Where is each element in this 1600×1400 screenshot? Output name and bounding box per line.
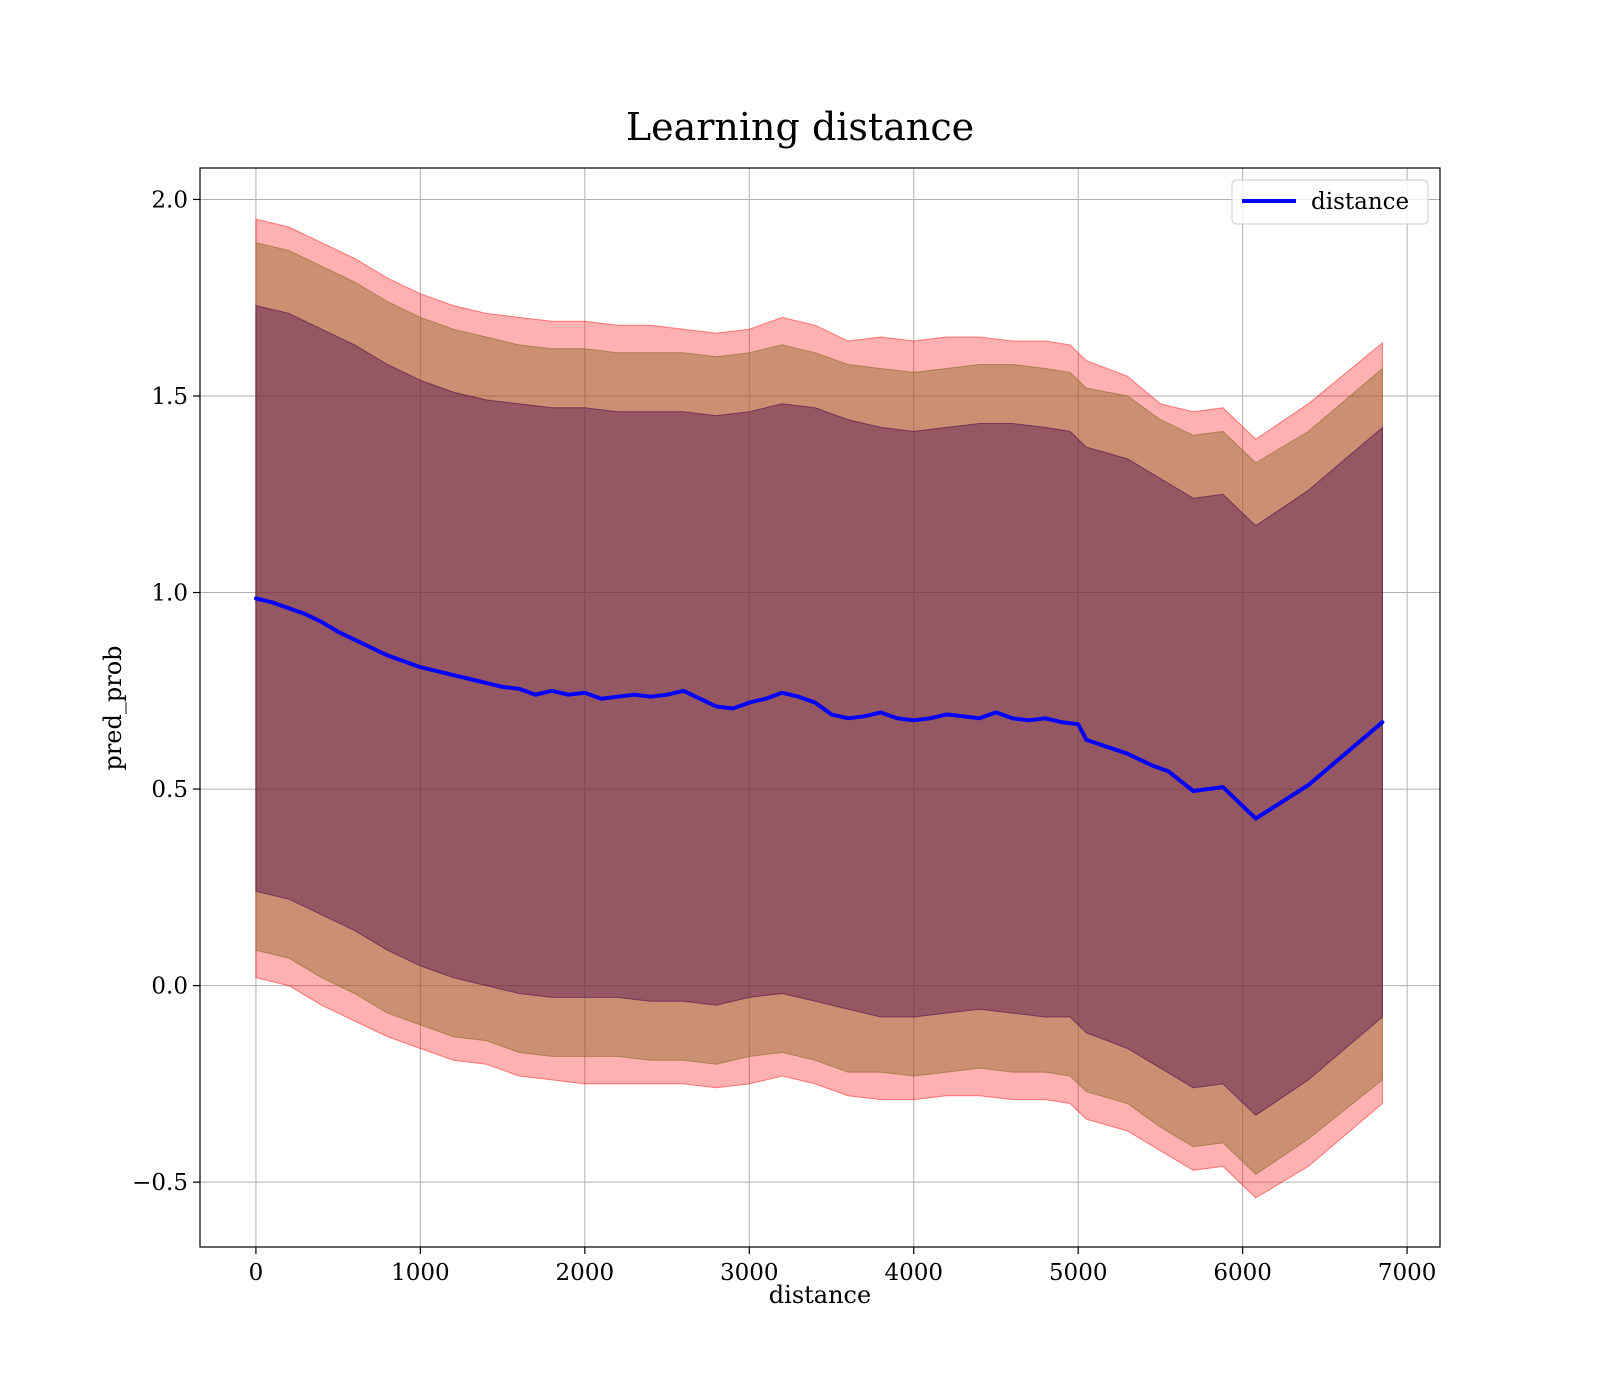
x-tick-label-7: 7000 — [1378, 1260, 1437, 1286]
y-tick-label-4: 1.5 — [151, 384, 188, 410]
x-axis-label: distance — [769, 1281, 871, 1309]
legend-label-distance: distance — [1311, 189, 1409, 215]
grid-lines — [200, 168, 1440, 1247]
x-axis-ticks: 0 1000 2000 3000 4000 5000 6000 7000 — [249, 1247, 1437, 1286]
x-tick-label-1: 1000 — [391, 1260, 450, 1286]
y-tick-label-3: 1.0 — [151, 581, 188, 607]
series-lines — [253, 596, 1385, 821]
confidence-bands — [255, 218, 1383, 1199]
band-2 — [255, 304, 1383, 1116]
y-axis-label: pred_prob — [99, 645, 127, 770]
series-line-0 — [253, 596, 1385, 821]
chart-title: Learning distance — [626, 105, 974, 149]
x-tick-label-5: 5000 — [1049, 1260, 1108, 1286]
x-tick-label-3: 3000 — [720, 1260, 779, 1286]
x-tick-label-2: 2000 — [556, 1260, 615, 1286]
plot-frame — [199, 167, 1441, 1248]
x-tick-label-6: 6000 — [1213, 1260, 1272, 1286]
y-tick-label-0: −0.5 — [132, 1170, 188, 1196]
y-tick-label-1: 0.0 — [151, 974, 188, 1000]
y-tick-label-5: 2.0 — [151, 187, 188, 213]
x-tick-label-4: 4000 — [884, 1260, 943, 1286]
band-0 — [255, 218, 1383, 1199]
y-tick-label-2: 0.5 — [151, 777, 188, 803]
legend: distance — [1231, 179, 1429, 225]
band-1 — [255, 242, 1383, 1175]
x-tick-label-0: 0 — [249, 1260, 264, 1286]
y-axis-ticks: −0.5 0.0 0.5 1.0 1.5 2.0 — [132, 187, 200, 1196]
legend-box — [1231, 179, 1429, 225]
